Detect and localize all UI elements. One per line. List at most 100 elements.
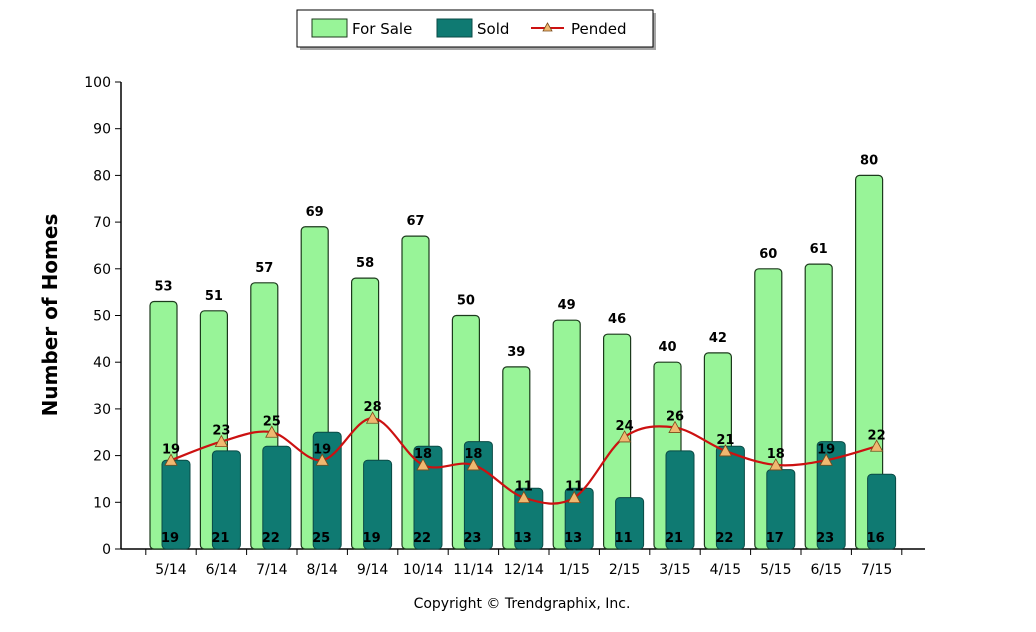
for-sale-data-label: 69 xyxy=(306,205,324,220)
pended-marker xyxy=(869,439,884,452)
x-tick-label: 6/14 xyxy=(206,562,238,578)
x-tick-label: 2/15 xyxy=(609,562,640,578)
plot-area: 0 10 20 30 40 50 60 70 80 90 100 5/14 6/14 7/14 8/14 9/… xyxy=(84,75,925,578)
legend-for-sale-label: For Sale xyxy=(352,20,412,38)
legend-sold-label: Sold xyxy=(477,20,509,38)
sold-bar xyxy=(615,497,645,550)
sold-data-label: 21 xyxy=(665,531,683,546)
sold-data-label: 22 xyxy=(262,531,280,546)
for-sale-data-label: 49 xyxy=(558,298,576,313)
sold-data-label: 11 xyxy=(615,531,633,546)
x-tick-label: 9/14 xyxy=(357,562,389,578)
legend-pended-marker xyxy=(542,22,553,32)
x-tick-label: 8/14 xyxy=(306,562,338,578)
sold-data-label: 13 xyxy=(564,531,582,546)
for-sale-data-label: 80 xyxy=(860,153,878,168)
sold-data-label: 25 xyxy=(312,531,330,546)
pended-marker xyxy=(466,458,481,471)
pended-data-label: 18 xyxy=(414,447,432,462)
sold-bar xyxy=(161,459,191,550)
pended-marker xyxy=(819,453,833,466)
sold-bar xyxy=(564,487,594,550)
for-sale-data-label: 58 xyxy=(356,256,374,271)
sold-data-label: 16 xyxy=(867,531,885,546)
pended-data-label: 24 xyxy=(616,419,634,434)
sold-bar xyxy=(262,445,292,550)
for-sale-data-label: 42 xyxy=(709,331,727,346)
copyright-text: Copyright © Trendgraphix, Inc. xyxy=(414,596,631,612)
x-tick-label: 7/15 xyxy=(861,562,892,578)
sold-bar xyxy=(867,473,897,550)
for-sale-data-label: 40 xyxy=(658,340,676,355)
sold-bar xyxy=(413,445,443,550)
pended-marker xyxy=(164,453,178,466)
sold-bar xyxy=(514,487,544,550)
sold-bar xyxy=(363,459,393,550)
y-tick-label: 30 xyxy=(93,402,111,418)
sold-data-label: 23 xyxy=(816,531,834,546)
pended-marker xyxy=(668,420,682,433)
x-tick-label: 5/15 xyxy=(760,562,791,578)
for-sale-data-label: 61 xyxy=(810,242,828,257)
x-tick-label: 6/15 xyxy=(810,562,841,578)
y-tick-label: 60 xyxy=(93,262,111,278)
pended-data-label: 22 xyxy=(868,428,886,443)
x-tick-label: 10/14 xyxy=(403,562,443,578)
x-tick-label: 4/15 xyxy=(710,562,741,578)
pended-marker xyxy=(214,434,229,447)
pended-data-label: 25 xyxy=(263,414,281,429)
pended-marker xyxy=(416,458,430,471)
pended-data-label: 26 xyxy=(666,410,684,425)
pended-data-label: 11 xyxy=(565,480,583,495)
sold-data-label: 19 xyxy=(363,531,381,546)
for-sale-data-label: 46 xyxy=(608,312,626,327)
x-tick-label: 11/14 xyxy=(453,562,493,578)
pended-marker xyxy=(769,458,783,471)
pended-data-label: 28 xyxy=(364,400,382,415)
y-tick-label: 20 xyxy=(93,449,111,465)
pended-data-label: 21 xyxy=(716,433,734,448)
pended-data-label: 18 xyxy=(767,447,785,462)
sold-bar xyxy=(816,441,846,550)
pended-marker xyxy=(718,444,733,457)
x-tick-label: 7/14 xyxy=(256,562,288,578)
pended-data-label: 11 xyxy=(515,480,533,495)
for-sale-data-label: 67 xyxy=(406,214,424,229)
pended-data-label: 19 xyxy=(313,442,331,457)
legend-sold-swatch xyxy=(436,18,473,38)
for-sale-data-label: 39 xyxy=(507,345,525,360)
y-tick-label: 10 xyxy=(93,495,111,511)
sold-data-label: 13 xyxy=(514,531,532,546)
x-tick-label: 12/14 xyxy=(504,562,544,578)
x-tick-label: 5/14 xyxy=(155,562,187,578)
pended-data-label: 18 xyxy=(464,447,482,462)
y-tick-label: 0 xyxy=(102,542,111,558)
pended-marker xyxy=(265,425,279,438)
for-sale-data-label: 51 xyxy=(205,289,223,304)
pended-data-label: 19 xyxy=(162,442,180,457)
x-tick-label: 1/15 xyxy=(558,562,589,578)
for-sale-data-label: 57 xyxy=(255,261,273,276)
for-sale-data-label: 50 xyxy=(457,294,475,309)
pended-marker xyxy=(617,430,632,443)
sold-data-label: 21 xyxy=(211,531,229,546)
sold-bar xyxy=(715,445,745,550)
y-tick-label: 50 xyxy=(93,309,111,325)
sold-bar xyxy=(665,450,695,550)
x-tick-label: 3/15 xyxy=(659,562,690,578)
y-tick-label: 70 xyxy=(93,215,111,231)
sold-data-label: 22 xyxy=(715,531,733,546)
pended-marker xyxy=(365,411,380,424)
sold-bar xyxy=(211,450,241,550)
sold-data-label: 17 xyxy=(766,531,784,546)
y-tick-label: 90 xyxy=(93,122,111,138)
y-tick-label: 80 xyxy=(93,168,111,184)
for-sale-bar xyxy=(854,174,884,550)
pended-data-label: 23 xyxy=(212,424,230,439)
pended-marker xyxy=(567,490,581,504)
pended-marker xyxy=(315,453,329,466)
legend-for-sale-swatch xyxy=(311,18,348,38)
y-tick-label: 40 xyxy=(93,355,111,371)
sold-data-label: 23 xyxy=(463,531,481,546)
